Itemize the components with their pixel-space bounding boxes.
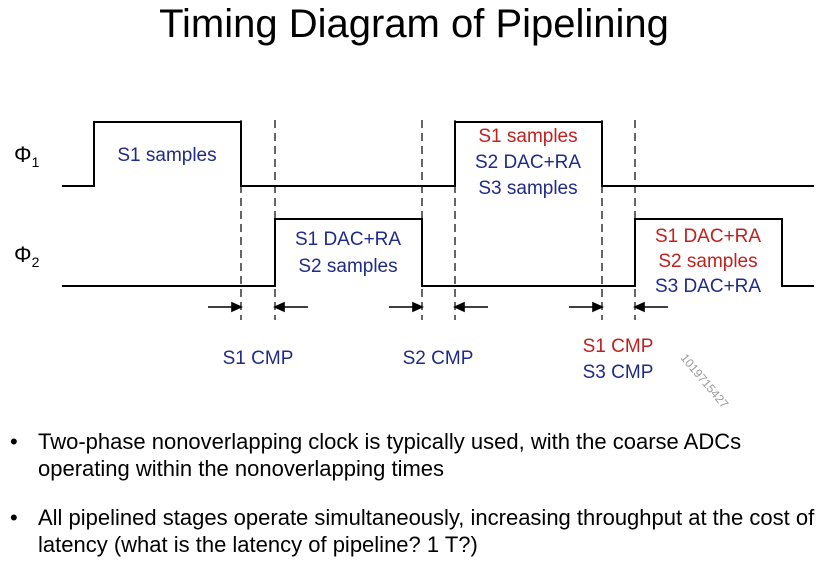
dashed-guides: [240, 120, 636, 320]
phi2-pulse2-line2: S2 samples: [658, 251, 757, 272]
phi2-pulse2-line1: S1 DAC+RA: [655, 226, 761, 247]
phi2-pulse2-line3: S3 DAC+RA: [655, 276, 761, 297]
phi2-label: Φ2: [14, 242, 40, 270]
watermark: 1019715427: [678, 351, 732, 411]
phi1-pulse2-line3: S3 samples: [478, 178, 577, 199]
phi1-pulse1-label: S1 samples: [117, 145, 216, 166]
gap-arrows: [208, 301, 668, 313]
page-title: Timing Diagram of Pipelining: [159, 2, 669, 46]
bullet-text: All pipelined stages operate simultaneou…: [38, 505, 815, 557]
phi2-pulse1-line1: S1 DAC+RA: [295, 229, 401, 250]
bullet-dot: •: [10, 429, 18, 454]
cmp-label-gap3-line2: S3 CMP: [583, 362, 654, 383]
cmp-label-gap1: S1 CMP: [223, 348, 294, 369]
phi2-pulse1-line2: S2 samples: [298, 256, 397, 277]
phi1-label: Φ1: [14, 142, 40, 170]
cmp-label-gap3-line1: S1 CMP: [583, 336, 654, 357]
timing-diagram: Φ1 Φ2 S1 samples S1 samples S2 DAC+RA S3…: [14, 120, 814, 411]
phi1-pulse2-line1: S1 samples: [478, 126, 577, 147]
bullet-dot: •: [10, 505, 18, 530]
phi1-pulse2-line2: S2 DAC+RA: [475, 152, 581, 173]
cmp-label-gap2: S2 CMP: [403, 348, 474, 369]
bullet-text: Two-phase nonoverlapping clock is typica…: [38, 429, 742, 481]
